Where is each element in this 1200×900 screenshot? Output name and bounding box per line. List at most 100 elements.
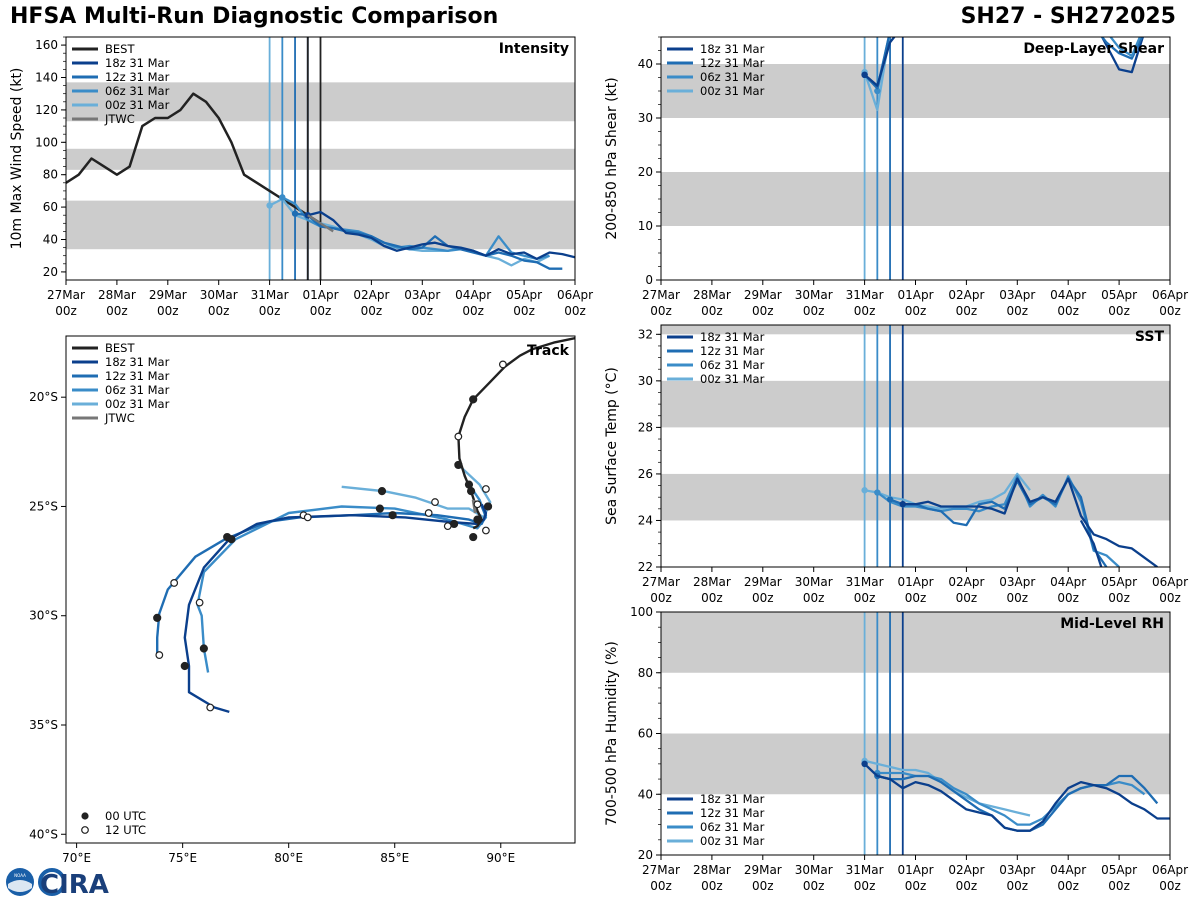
- rh-xtick-label-hour: 00z: [650, 879, 672, 893]
- sst-xtick-label-hour: 00z: [1007, 591, 1029, 605]
- intensity-xtick-label-date: 30Mar: [200, 288, 238, 302]
- track-point-12utc-run00: [424, 509, 433, 517]
- sst-band-1: [661, 380, 1170, 428]
- track-point-00utc-run12: [375, 504, 384, 513]
- intensity-legend-label-run12: 12z 31 Mar: [105, 70, 170, 84]
- shear-ylabel: 200-850 hPa Shear (kt): [604, 77, 620, 239]
- sst-start-marker-run00: [861, 487, 868, 494]
- track-marker-legend-filled: [81, 812, 89, 820]
- track-ytick-label: 30°S: [29, 609, 58, 623]
- page-title: HFSA Multi-Run Diagnostic Comparison: [10, 4, 499, 29]
- intensity-xtick-label-date: 04Apr: [455, 288, 491, 302]
- shear-xtick-label-hour: 00z: [803, 304, 825, 318]
- intensity-xtick-label-hour: 00z: [208, 304, 230, 318]
- track-point-12utc-run00: [473, 500, 482, 509]
- sst-xtick-label-date: 06Apr: [1152, 575, 1188, 589]
- shear-ytick-label: 40: [638, 57, 653, 71]
- rh-xtick-label-hour: 00z: [1057, 879, 1079, 893]
- intensity-xtick-label-hour: 00z: [513, 304, 535, 318]
- sst-xtick-label-hour: 00z: [701, 591, 723, 605]
- intensity-legend-label-best: BEST: [105, 42, 135, 56]
- shear-band-0: [661, 172, 1170, 226]
- intensity-xtick-label-date: 02Apr: [353, 288, 389, 302]
- track-point-12utc-best: [498, 360, 507, 369]
- sst-ytick-label: 28: [638, 420, 653, 434]
- track-point-12utc-run00: [482, 485, 490, 493]
- sst-band-2: [661, 325, 1170, 335]
- track-xtick-label: 90°E: [486, 851, 515, 865]
- track-point-00utc-run00: [454, 460, 463, 470]
- intensity-xtick-label-date: 03Apr: [404, 288, 440, 302]
- track-ytick-label: 40°S: [29, 827, 58, 841]
- rh-series-run18-3: [863, 763, 1170, 832]
- track-xtick-label: 70°E: [62, 851, 91, 865]
- track-axes-frame: [65, 335, 576, 844]
- shear-xtick-label-date: 27Mar: [642, 288, 680, 302]
- track-point-12utc-run06: [482, 526, 490, 535]
- sst-ytick-label: 26: [638, 467, 653, 481]
- shear-xtick-label-date: 28Mar: [693, 288, 731, 302]
- intensity-xtick-label-date: 01Apr: [302, 288, 338, 302]
- intensity-xtick-label-date: 28Mar: [98, 288, 136, 302]
- intensity-ytick-label: 60: [43, 200, 58, 214]
- track-legend-label-run12: 12z 31 Mar: [105, 369, 170, 383]
- shear-xtick-label-hour: 00z: [1108, 304, 1130, 318]
- rh-xtick-label-date: 27Mar: [642, 863, 680, 877]
- rh-xtick-label-hour: 00z: [905, 879, 927, 893]
- sst-start-marker-run12: [886, 496, 894, 503]
- track-legend-label-run06: 06z 31 Mar: [105, 383, 170, 397]
- sst-band-0: [661, 473, 1170, 521]
- rh-xtick-label-date: 29Mar: [744, 863, 782, 877]
- rh-xtick-label-date: 01Apr: [897, 863, 933, 877]
- track-ytick-label: 25°S: [29, 499, 58, 513]
- track-point-12utc-best: [454, 432, 463, 441]
- intensity-series-jtwc-5: [307, 214, 334, 233]
- rh-xtick-label-hour: 00z: [803, 879, 825, 893]
- sst-xtick-label-hour: 00z: [1159, 591, 1181, 605]
- rh-ylabel: 700-500 hPa Humidity (%): [604, 641, 620, 826]
- shear-xtick-label-hour: 00z: [1057, 304, 1079, 318]
- rh-xtick-label-date: 05Apr: [1101, 863, 1137, 877]
- intensity-legend-label-run18: 18z 31 Mar: [105, 56, 170, 70]
- intensity-series-best-0: [66, 92, 322, 225]
- track-point-00utc-run18: [388, 511, 397, 520]
- rh-ytick-label: 60: [638, 727, 653, 741]
- rh-xtick-label-hour: 00z: [1159, 879, 1181, 893]
- track-point-00utc-run00: [377, 487, 387, 496]
- rh-start-marker-run18: [861, 760, 868, 768]
- track-xtick-label: 80°E: [274, 851, 303, 865]
- intensity-legend-label-run00: 00z 31 Mar: [105, 98, 170, 112]
- sst-xtick-label-date: 29Mar: [744, 575, 782, 589]
- shear-legend-label-run12: 12z 31 Mar: [700, 56, 765, 70]
- sst-xtick-label-date: 01Apr: [897, 575, 933, 589]
- track-marker-legend-label-00: 00 UTC: [105, 809, 146, 823]
- intensity-series-run18-4: [307, 210, 575, 261]
- sst-series-run18-3: [902, 477, 1158, 567]
- intensity-xtick-label-hour: 00z: [361, 304, 383, 318]
- sst-xtick-label-date: 31Mar: [846, 575, 884, 589]
- shear-legend-label-run06: 06z 31 Mar: [700, 70, 765, 84]
- track-xtick-label: 75°E: [168, 851, 197, 865]
- shear-ytick-label: 10: [638, 219, 653, 233]
- sst-xtick-label-date: 27Mar: [642, 575, 680, 589]
- intensity-ytick-label: 160: [35, 38, 58, 52]
- intensity-xtick-label-hour: 00z: [564, 304, 586, 318]
- rh-xtick-label-date: 02Apr: [948, 863, 984, 877]
- sst-panel: 22 24 26 28 30 32 27Mar 00z 28Mar 00z 29Mar 00z 30Ma…: [604, 324, 1188, 605]
- shear-xtick-label-date: 31Mar: [846, 288, 884, 302]
- cira-logo: NOAA CIRA: [6, 868, 109, 898]
- track-point-12utc-run18: [303, 513, 312, 522]
- rh-xtick-label-hour: 00z: [956, 879, 978, 893]
- intensity-xtick-label-date: 31Mar: [251, 288, 289, 302]
- sst-xtick-label-date: 03Apr: [999, 575, 1035, 589]
- shear-legend-label-run18: 18z 31 Mar: [700, 42, 765, 56]
- intensity-xtick-label-hour: 00z: [259, 304, 281, 318]
- track-panel-title: Track: [527, 343, 570, 359]
- track-point-00utc-run18: [227, 535, 236, 544]
- rh-xtick-label-date: 30Mar: [795, 863, 833, 877]
- rh-ytick-label: 100: [630, 605, 653, 619]
- sst-xtick-label-hour: 00z: [1108, 591, 1130, 605]
- shear-xtick-label-date: 05Apr: [1101, 288, 1137, 302]
- sst-legend-label-run06: 06z 31 Mar: [700, 358, 765, 372]
